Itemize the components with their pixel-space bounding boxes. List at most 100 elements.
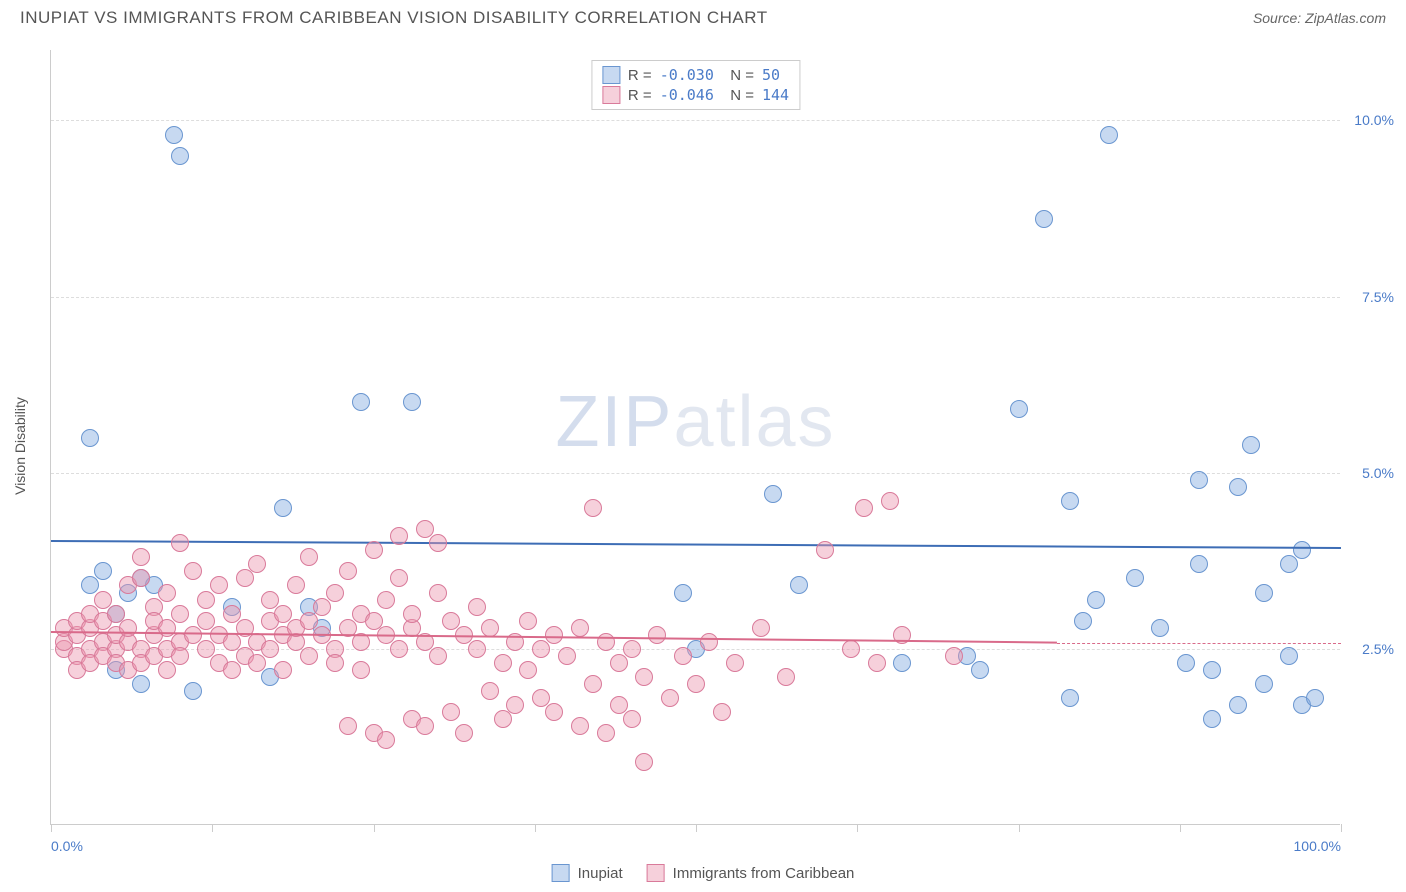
data-point [1229, 696, 1247, 714]
gridline-h [51, 120, 1340, 121]
data-point [945, 647, 963, 665]
data-point [429, 584, 447, 602]
data-point [171, 605, 189, 623]
data-point [274, 499, 292, 517]
y-tick-label: 7.5% [1362, 289, 1394, 305]
watermark-atlas: atlas [673, 382, 835, 462]
x-tick [51, 824, 52, 832]
data-point [571, 619, 589, 637]
series-legend: Inupiat Immigrants from Caribbean [552, 864, 855, 882]
data-point [687, 675, 705, 693]
data-point [868, 654, 886, 672]
data-point [855, 499, 873, 517]
data-point [300, 647, 318, 665]
data-point [377, 731, 395, 749]
data-point [377, 591, 395, 609]
data-point [158, 661, 176, 679]
legend-label: Immigrants from Caribbean [673, 865, 855, 882]
data-point [326, 584, 344, 602]
x-tick [1341, 824, 1342, 832]
data-point [352, 661, 370, 679]
data-point [1242, 436, 1260, 454]
data-point [1087, 591, 1105, 609]
chart-title: INUPIAT VS IMMIGRANTS FROM CARIBBEAN VIS… [20, 8, 768, 28]
data-point [519, 612, 537, 630]
data-point [429, 647, 447, 665]
data-point [390, 527, 408, 545]
x-tick [374, 824, 375, 832]
data-point [777, 668, 795, 686]
data-point [468, 640, 486, 658]
data-point [481, 619, 499, 637]
data-point [726, 654, 744, 672]
data-point [365, 541, 383, 559]
data-point [313, 598, 331, 616]
x-tick [857, 824, 858, 832]
data-point [816, 541, 834, 559]
legend-item: Immigrants from Caribbean [647, 864, 855, 882]
y-tick-label: 5.0% [1362, 465, 1394, 481]
legend-row: R =-0.030 N = 50 [602, 65, 789, 85]
data-point [171, 647, 189, 665]
data-point [584, 675, 602, 693]
data-point [545, 626, 563, 644]
data-point [1280, 555, 1298, 573]
data-point [403, 393, 421, 411]
data-point [184, 562, 202, 580]
data-point [648, 626, 666, 644]
data-point [236, 569, 254, 587]
n-value: 144 [762, 86, 789, 104]
legend-swatch [602, 86, 620, 104]
data-point [506, 696, 524, 714]
data-point [545, 703, 563, 721]
legend-swatch [647, 864, 665, 882]
trend-line-extension [1057, 643, 1341, 644]
legend-item: Inupiat [552, 864, 623, 882]
y-axis-label: Vision Disability [12, 397, 28, 495]
data-point [158, 584, 176, 602]
x-tick [1019, 824, 1020, 832]
data-point [1190, 471, 1208, 489]
data-point [1100, 126, 1118, 144]
trend-line [51, 540, 1341, 549]
data-point [248, 654, 266, 672]
data-point [1061, 492, 1079, 510]
x-tick [696, 824, 697, 832]
data-point [132, 569, 150, 587]
data-point [1306, 689, 1324, 707]
data-point [171, 534, 189, 552]
data-point [390, 640, 408, 658]
data-point [455, 724, 473, 742]
data-point [494, 710, 512, 728]
data-point [274, 661, 292, 679]
data-point [248, 555, 266, 573]
data-point [571, 717, 589, 735]
data-point [1203, 661, 1221, 679]
data-point [210, 576, 228, 594]
data-point [1177, 654, 1195, 672]
y-tick-label: 2.5% [1362, 641, 1394, 657]
legend-row: R =-0.046 N =144 [602, 85, 789, 105]
data-point [197, 591, 215, 609]
data-point [674, 584, 692, 602]
data-point [468, 598, 486, 616]
data-point [1061, 689, 1079, 707]
data-point [713, 703, 731, 721]
data-point [326, 654, 344, 672]
data-point [635, 668, 653, 686]
data-point [300, 548, 318, 566]
data-point [842, 640, 860, 658]
data-point [165, 126, 183, 144]
data-point [416, 717, 434, 735]
data-point [674, 647, 692, 665]
data-point [352, 393, 370, 411]
data-point [584, 499, 602, 517]
data-point [481, 682, 499, 700]
data-point [442, 703, 460, 721]
data-point [339, 562, 357, 580]
watermark: ZIPatlas [555, 381, 835, 463]
data-point [223, 661, 241, 679]
data-point [532, 640, 550, 658]
source-attribution: Source: ZipAtlas.com [1253, 10, 1386, 26]
data-point [1035, 210, 1053, 228]
